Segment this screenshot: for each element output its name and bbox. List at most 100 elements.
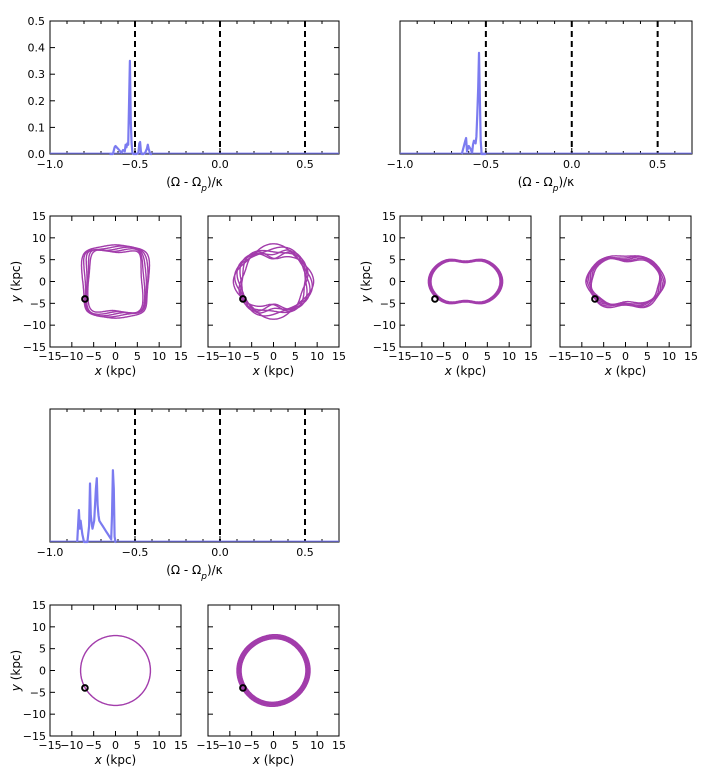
y-tick-label: 10 <box>32 621 46 634</box>
y-tick-label: −15 <box>373 341 396 354</box>
x-tick-label: −0.5 <box>122 546 149 559</box>
orbit-panel-r3-b: −15−10 −5 0 5 10 15 x (kpc) <box>196 604 346 767</box>
y-axis-label: y (kpc) <box>9 261 23 303</box>
orbit-start-marker <box>239 684 247 692</box>
orbit-start-marker <box>81 295 89 303</box>
histogram-series-line <box>109 59 152 156</box>
x-tick-label: 10 <box>310 350 324 363</box>
plot-frame <box>207 215 340 348</box>
y-tick-label: 10 <box>32 232 46 245</box>
orbit-curve <box>79 634 152 707</box>
x-axis-label: x (kpc) <box>604 364 646 378</box>
x-axis-label: x (kpc) <box>252 364 294 378</box>
y-tick-label: 15 <box>32 599 46 612</box>
y-tick-label: −15 <box>23 730 46 743</box>
x-tick-label: −15 <box>388 350 411 363</box>
x-tick-label: −15 <box>548 350 571 363</box>
orbit-panel-r2-b: −15−10 −5 0 5 10 15 x (kpc) <box>548 215 698 378</box>
y-axis-label: y (kpc) <box>9 650 23 692</box>
y-tick-label: 15 <box>32 210 46 223</box>
x-tick-label: 10 <box>662 350 676 363</box>
x-tick-label: −10 <box>60 350 83 363</box>
x-tick-label: 5 <box>134 739 141 752</box>
orbit-curve <box>428 259 503 304</box>
histogram-panel-region2: −1.0 −0.5 0.0 0.5 (Ω - Ωp)/κ <box>387 20 693 194</box>
x-axis-label: x (kpc) <box>252 753 294 767</box>
orbit-curve <box>239 249 308 314</box>
x-tick-label: −5 <box>244 350 260 363</box>
x-tick-label: 5 <box>644 350 651 363</box>
orbit-curve <box>87 249 144 314</box>
y-tick-label: 0.2 <box>28 95 46 108</box>
orbit-curve <box>590 257 661 306</box>
plot-frame <box>49 604 182 737</box>
y-tick-label: 0.3 <box>28 68 46 81</box>
plot-frame <box>49 20 340 155</box>
x-tick-label: −15 <box>196 350 219 363</box>
x-tick-label: 10 <box>152 350 166 363</box>
x-tick-label: −1.0 <box>387 158 414 171</box>
orbit-curve <box>590 257 661 306</box>
orbit-curve <box>85 247 146 315</box>
x-tick-label: 15 <box>332 350 346 363</box>
y-tick-label: 0.4 <box>28 42 46 55</box>
x-tick-label: 0 <box>112 350 119 363</box>
x-axis-label: (Ω - Ωp)/κ <box>166 563 223 582</box>
x-tick-label: 0 <box>462 350 469 363</box>
x-tick-label: 10 <box>152 739 166 752</box>
x-tick-label: 0.0 <box>211 546 229 559</box>
x-tick-label: −5 <box>596 350 612 363</box>
x-tick-label: −10 <box>218 350 241 363</box>
y-axis-label: y (kpc) <box>359 261 373 303</box>
plot-frame <box>49 408 340 543</box>
x-axis-label: x (kpc) <box>444 364 486 378</box>
orbit-start-marker <box>239 295 247 303</box>
orbit-curve <box>427 258 504 305</box>
x-tick-label: 0.0 <box>211 158 229 171</box>
x-axis-label: x (kpc) <box>94 753 136 767</box>
y-tick-label: 5 <box>389 254 396 267</box>
x-tick-label: 5 <box>292 350 299 363</box>
y-tick-label: −10 <box>373 319 396 332</box>
x-tick-label: 0 <box>112 739 119 752</box>
x-tick-label: −5 <box>86 350 102 363</box>
x-tick-label: 15 <box>174 350 188 363</box>
y-tick-label: 15 <box>382 210 396 223</box>
x-tick-label: 0.5 <box>296 158 314 171</box>
x-tick-label: 15 <box>524 350 538 363</box>
y-tick-label: 5 <box>39 643 46 656</box>
x-tick-label: −10 <box>570 350 593 363</box>
orbit-start-marker <box>591 295 599 303</box>
x-tick-label: 5 <box>484 350 491 363</box>
x-tick-label: 0.5 <box>649 158 667 171</box>
x-tick-label: 15 <box>332 739 346 752</box>
plot-frame <box>399 215 532 348</box>
orbit-curve <box>82 245 149 318</box>
histogram-series-line <box>460 51 486 156</box>
orbit-curve <box>239 250 308 313</box>
histogram-series-line <box>76 469 117 544</box>
x-tick-label: −1.0 <box>37 546 64 559</box>
plot-frame <box>399 20 693 155</box>
orbit-curve <box>238 251 309 312</box>
x-tick-label: 15 <box>684 350 698 363</box>
x-tick-label: −5 <box>86 739 102 752</box>
x-tick-label: 10 <box>310 739 324 752</box>
x-tick-label: −1.0 <box>37 158 64 171</box>
y-tick-label: 0.5 <box>28 15 46 28</box>
x-tick-label: −15 <box>38 350 61 363</box>
orbit-curve <box>240 638 307 703</box>
x-tick-label: −10 <box>218 739 241 752</box>
plot-frame <box>49 215 182 348</box>
x-tick-label: 0.5 <box>296 546 314 559</box>
y-tick-label: 0 <box>389 276 396 289</box>
orbit-curve <box>429 259 502 304</box>
y-tick-label: 5 <box>39 254 46 267</box>
x-axis-label: (Ω - Ωp)/κ <box>166 175 223 194</box>
x-axis-label: x (kpc) <box>94 364 136 378</box>
y-tick-label: 0.1 <box>28 121 46 134</box>
x-tick-label: −15 <box>196 739 219 752</box>
